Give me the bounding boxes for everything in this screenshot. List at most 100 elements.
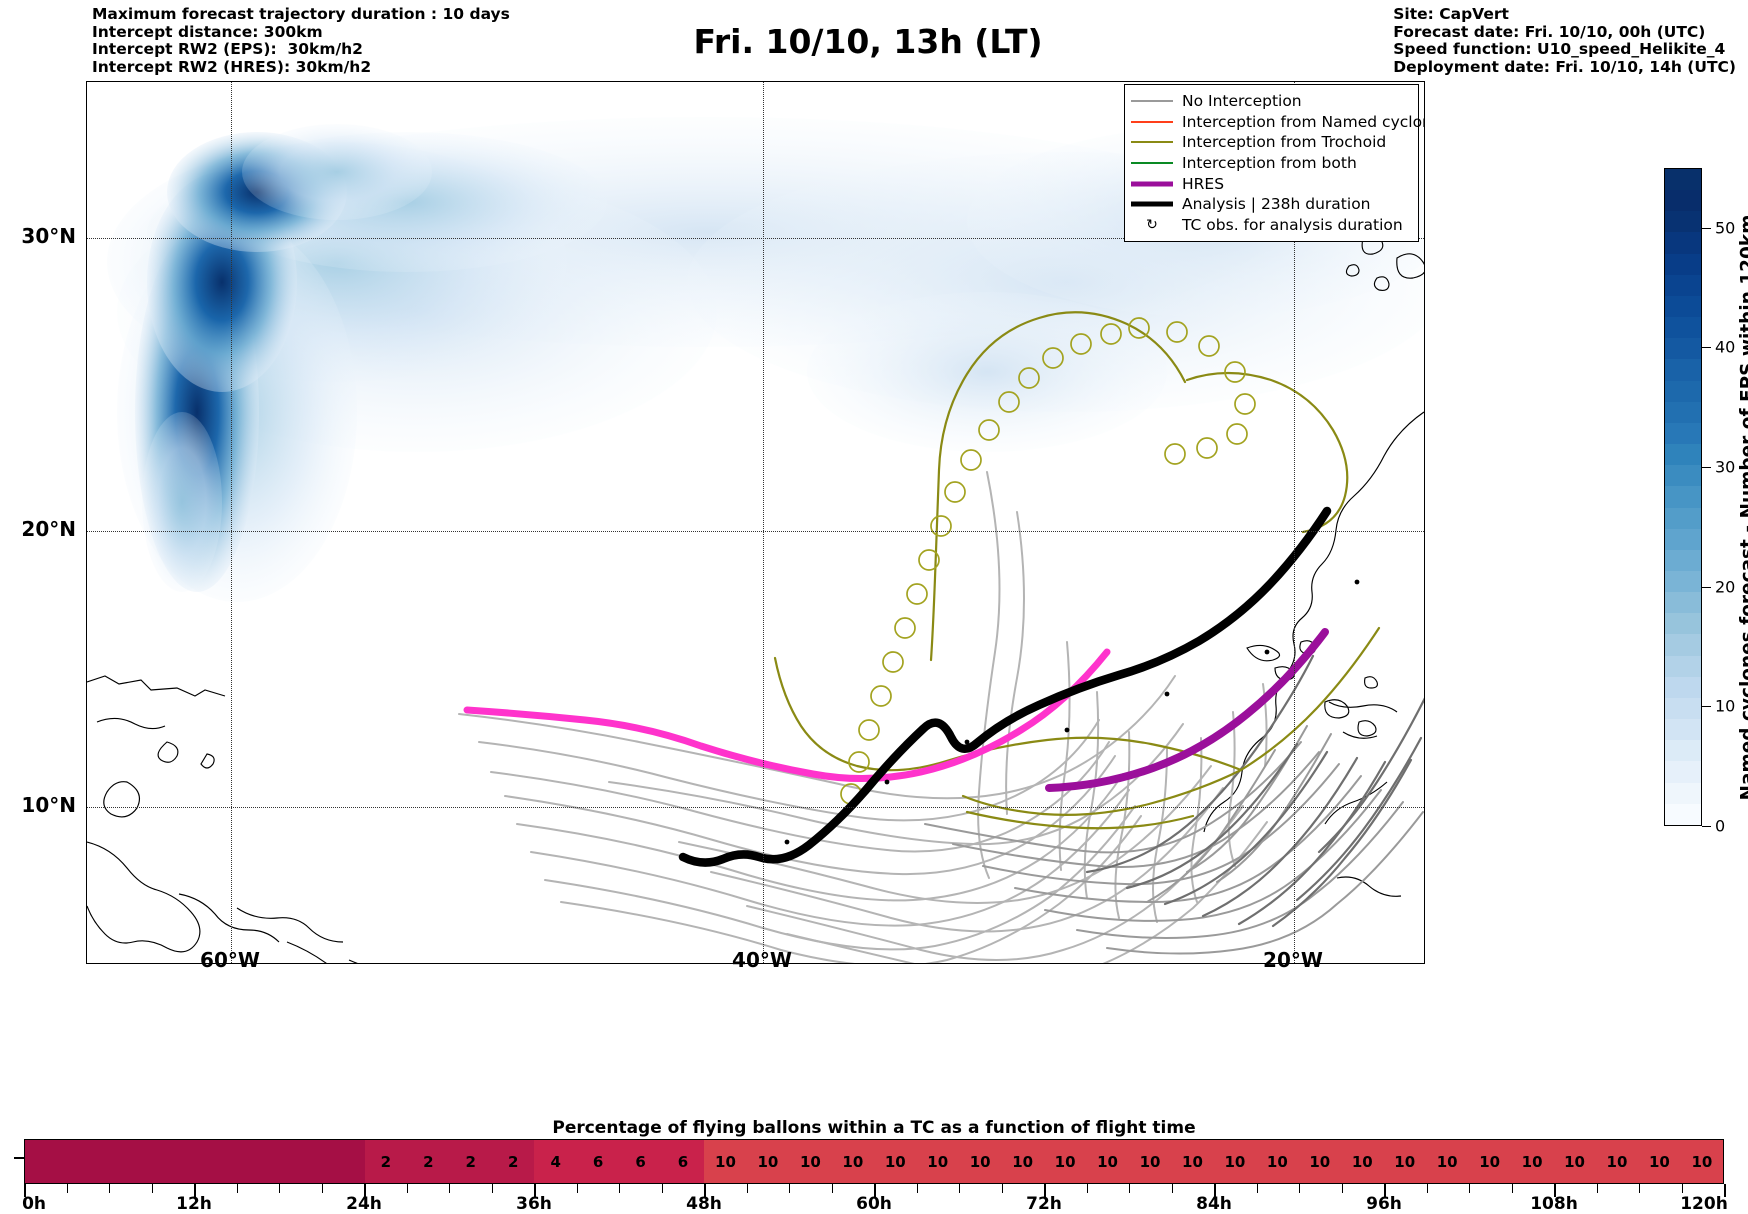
legend-swatch-4: [1131, 177, 1173, 191]
legend-item-4[interactable]: HRES: [1131, 173, 1410, 194]
percentage-axis-tick-90h: [1299, 1184, 1300, 1193]
colorbar-cell-0: [1665, 169, 1701, 190]
legend-swatch-2: [1131, 135, 1173, 149]
percentage-cell-13: 6: [577, 1140, 619, 1183]
legend-item-6[interactable]: ↻TC obs. for analysis duration: [1131, 215, 1410, 236]
colorbar-tick-label-20: 20: [1715, 577, 1735, 596]
percentage-axis-tick-102h: [1469, 1184, 1470, 1193]
percentage-cell-21: 10: [917, 1140, 959, 1183]
percentage-cell-9: 2: [407, 1140, 449, 1183]
percentage-axis-tick-27h: [407, 1184, 408, 1193]
percentage-cell-26: 10: [1129, 1140, 1171, 1183]
lon-tick-60°W: 60°W: [160, 948, 300, 972]
colorbar-cell-23: [1665, 656, 1701, 677]
lat-tick-30°N: 30°N: [0, 224, 76, 248]
percentage-axis-label-72h: 72h: [1026, 1194, 1062, 1214]
colorbar-tick-10: [1702, 706, 1711, 707]
colorbar-cell-11: [1665, 402, 1701, 423]
percentage-axis-tick-51h: [747, 1184, 748, 1193]
legend-swatch-1: [1131, 115, 1173, 129]
percentage-cell-16: 10: [704, 1140, 746, 1183]
percentage-cell-0: [25, 1140, 67, 1183]
legend-label-0: No Interception: [1182, 92, 1302, 110]
percentage-cell-20: 10: [874, 1140, 916, 1183]
colorbar-tick-20: [1702, 587, 1711, 588]
colorbar-cell-8: [1665, 338, 1701, 359]
colorbar-tick-label-50: 50: [1715, 218, 1735, 237]
percentage-axis-label-108h: 108h: [1530, 1194, 1578, 1214]
header-right-line-0: Site: CapVert: [1393, 6, 1736, 24]
percentage-axis-tick-63h: [917, 1184, 918, 1193]
percentage-axis-tick-54h: [789, 1184, 790, 1193]
colorbar-cell-7: [1665, 317, 1701, 338]
colorbar-cell-27: [1665, 740, 1701, 761]
percentage-cell-17: 10: [747, 1140, 789, 1183]
legend-swatch-3: [1131, 156, 1173, 170]
legend-label-3: Interception from both: [1182, 154, 1357, 172]
gridline-10n: [87, 807, 1424, 808]
colorbar-cell-6: [1665, 296, 1701, 317]
percentage-cell-2: [110, 1140, 152, 1183]
percentage-cell-30: 10: [1299, 1140, 1341, 1183]
percentage-axis-tick-39h: [577, 1184, 578, 1193]
colorbar-gradient: [1664, 168, 1702, 826]
percentage-cell-3: [152, 1140, 194, 1183]
percentage-axis-tick-114h: [1639, 1184, 1640, 1193]
percentage-axis-tick-111h: [1597, 1184, 1598, 1193]
percentage-cell-24: 10: [1044, 1140, 1086, 1183]
percentage-cell-39: 10: [1681, 1140, 1723, 1183]
percentage-axis-tick-9h: [152, 1184, 153, 1193]
percentage-cell-31: 10: [1341, 1140, 1383, 1183]
legend-item-5[interactable]: Analysis | 238h duration: [1131, 194, 1410, 215]
percentage-axis-tick-117h: [1682, 1184, 1683, 1193]
colorbar-cell-9: [1665, 359, 1701, 380]
percentage-cell-38: 10: [1638, 1140, 1680, 1183]
percentage-cell-37: 10: [1596, 1140, 1638, 1183]
legend-swatch-0: [1131, 94, 1173, 108]
colorbar-tick-0: [1702, 826, 1711, 827]
tc-obs-markers: [681, 580, 1360, 860]
legend-item-1[interactable]: Interception from Named cyclone: [1131, 112, 1410, 133]
colorbar-cell-24: [1665, 677, 1701, 698]
colorbar-cell-1: [1665, 190, 1701, 211]
percentage-axis-tick-81h: [1172, 1184, 1173, 1193]
percentage-axis-label-120h: 120h: [1680, 1194, 1728, 1214]
colorbar-tick-label-30: 30: [1715, 458, 1735, 477]
percentage-cell-18: 10: [789, 1140, 831, 1183]
percentage-axis-label-48h: 48h: [686, 1194, 722, 1214]
map-legend[interactable]: No Interception Interception from Named c…: [1124, 84, 1419, 242]
percentage-cell-25: 10: [1086, 1140, 1128, 1183]
percentage-cell-15: 6: [662, 1140, 704, 1183]
percentage-axis-label-24h: 24h: [346, 1194, 382, 1214]
forecast-map[interactable]: No Interception Interception from Named c…: [86, 81, 1425, 964]
gridline-20n: [87, 531, 1424, 532]
gridline-40w: [763, 82, 764, 963]
header-right-line-3: Deployment date: Fri. 10/10, 14h (UTC): [1393, 59, 1736, 77]
percentage-cell-1: [67, 1140, 109, 1183]
percentage-axis-tick-33h: [492, 1184, 493, 1193]
percentage-cell-32: 10: [1384, 1140, 1426, 1183]
percentage-cell-14: 6: [619, 1140, 661, 1183]
percentage-cell-27: 10: [1171, 1140, 1213, 1183]
percentage-cell-33: 10: [1426, 1140, 1468, 1183]
legend-item-3[interactable]: Interception from both: [1131, 153, 1410, 174]
colorbar-cell-14: [1665, 465, 1701, 486]
legend-item-0[interactable]: No Interception: [1131, 91, 1410, 112]
percentage-axis-tick-45h: [662, 1184, 663, 1193]
colorbar-tick-label-10: 10: [1715, 697, 1735, 716]
colorbar-cell-28: [1665, 761, 1701, 782]
colorbar-cell-16: [1665, 508, 1701, 529]
tc-obs-marker-icon: ↻: [1131, 218, 1173, 232]
percentage-axis-tick-66h: [959, 1184, 960, 1193]
legend-item-2[interactable]: Interception from Trochoid: [1131, 132, 1410, 153]
percentage-cell-22: 10: [959, 1140, 1001, 1183]
percentage-cell-8: 2: [365, 1140, 407, 1183]
percentage-cell-4: [195, 1140, 237, 1183]
colorbar-cell-20: [1665, 592, 1701, 613]
colorbar-tick-label-0: 0: [1715, 817, 1725, 836]
percentage-cell-34: 10: [1468, 1140, 1510, 1183]
percentage-cell-35: 10: [1511, 1140, 1553, 1183]
percentage-axis-tick-42h: [619, 1184, 620, 1193]
